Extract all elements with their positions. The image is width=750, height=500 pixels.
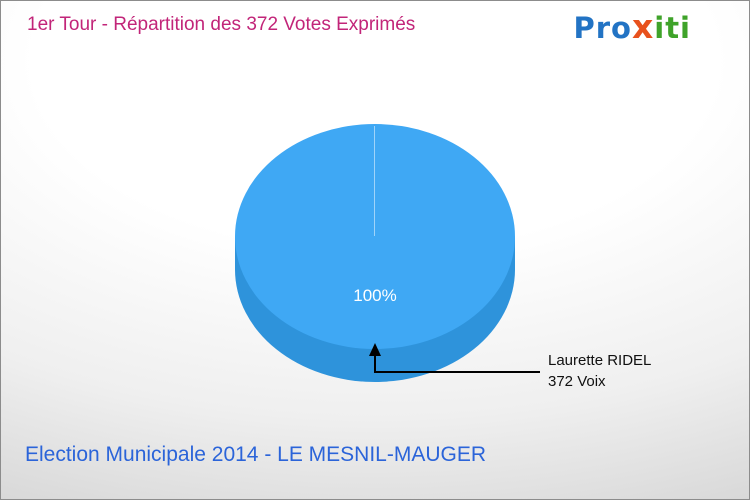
annotation-arrow-shaft: [374, 355, 376, 373]
pie-top: [235, 124, 515, 349]
logo-part-x: x: [631, 7, 655, 46]
chart-title: 1er Tour - Répartition des 372 Votes Exp…: [27, 14, 416, 35]
pie-percent-label: 100%: [353, 286, 397, 305]
footer-caption: Election Municipale 2014 - LE MESNIL-MAU…: [25, 443, 487, 466]
logo-part-iti: iti: [654, 11, 691, 45]
pie-slice-divider: [374, 126, 375, 236]
annotation-candidate-name: Laurette RIDEL: [548, 352, 652, 369]
annotation-vote-count: 372 Voix: [548, 373, 606, 390]
annotation-leader-line: [375, 371, 540, 373]
slice-annotation: Laurette RIDEL 372 Voix: [548, 350, 651, 392]
annotation-arrowhead-icon: [369, 343, 381, 356]
proxiti-logo: Proxiti: [573, 7, 691, 46]
logo-part-pro: Pro: [573, 11, 632, 45]
pie-chart: 100%: [235, 124, 515, 382]
